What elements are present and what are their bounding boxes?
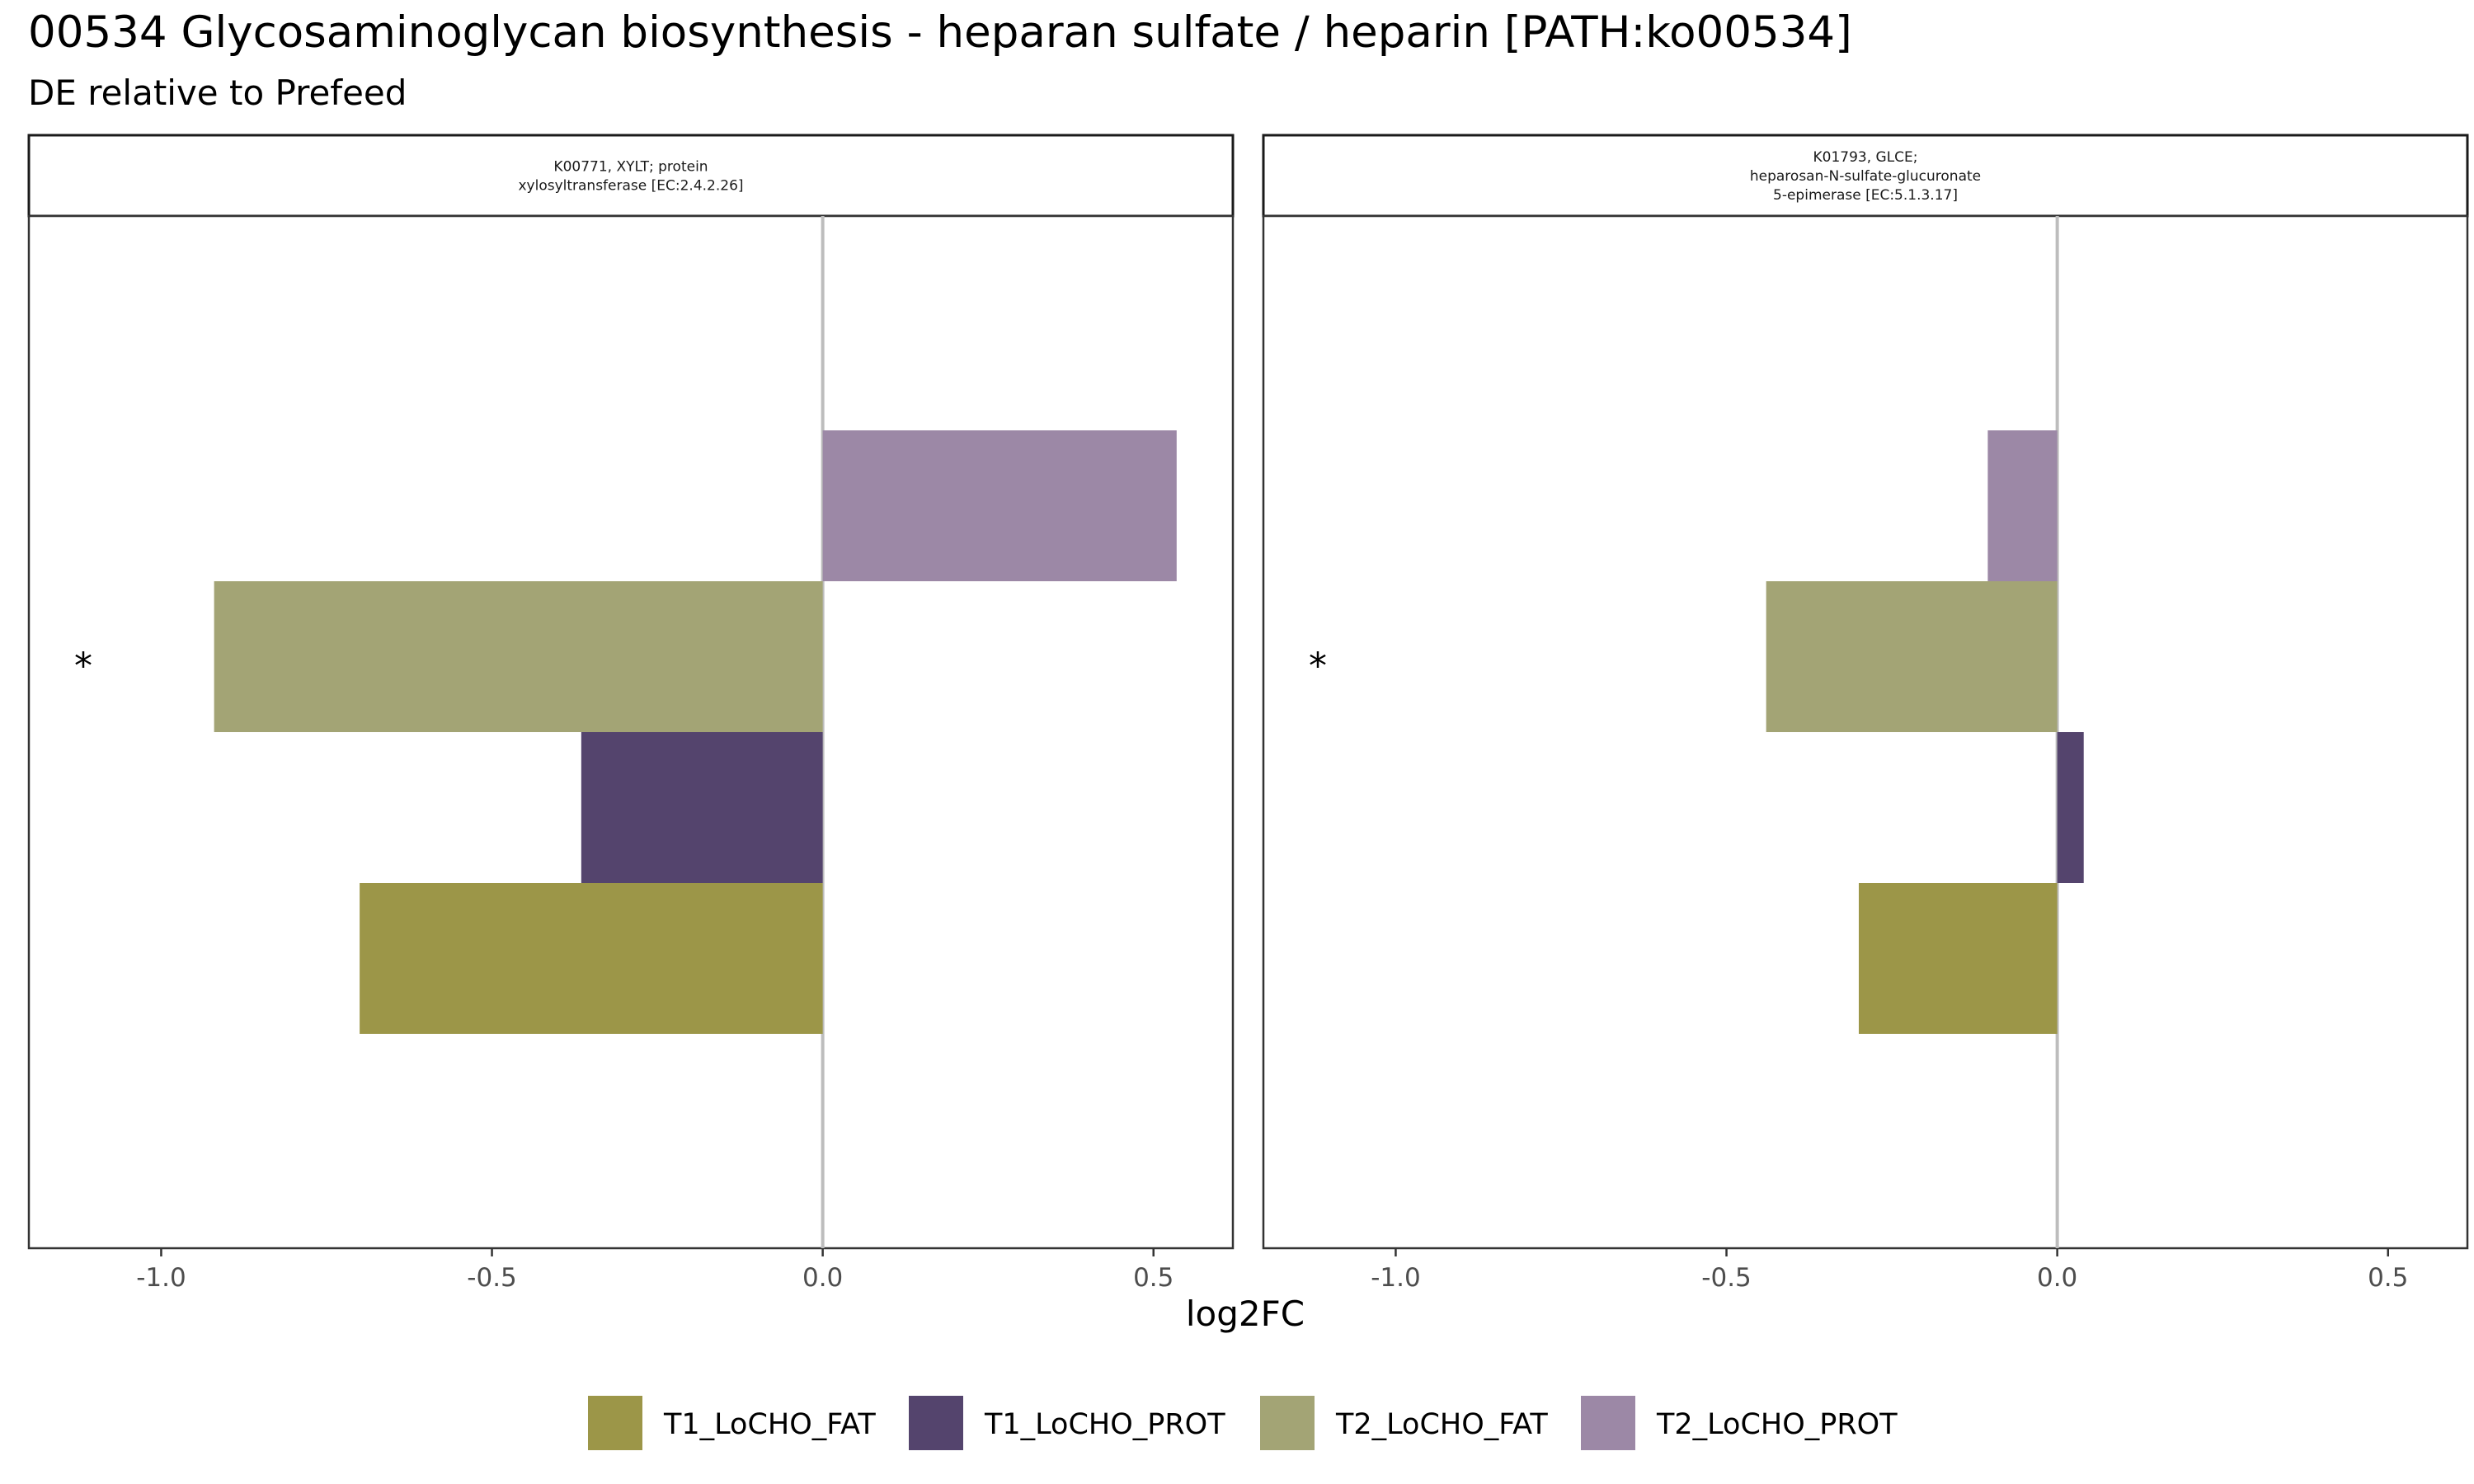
bar-t1-locho-fat bbox=[360, 883, 823, 1034]
legend-swatch bbox=[588, 1396, 642, 1450]
legend: T1_LoCHO_FAT T1_LoCHO_PROT T2_LoCHO_FAT T2_… bbox=[588, 1396, 1898, 1450]
facet-strip-label: K01793, GLCE; bbox=[1813, 149, 1917, 166]
facet-strip-label: xylosyltransferase [EC:2.4.2.26] bbox=[518, 178, 743, 195]
legend-label: T1_LoCHO_PROT bbox=[984, 1408, 1225, 1441]
x-tick-label: -0.5 bbox=[1701, 1263, 1752, 1293]
facet-strip bbox=[27, 134, 1235, 218]
x-axis-title: log2FC bbox=[1186, 1294, 1305, 1334]
legend-swatch bbox=[1260, 1396, 1315, 1450]
bar-t2-locho-fat bbox=[214, 581, 823, 732]
bar-t2-locho-prot bbox=[822, 430, 1177, 581]
significance-marker: * bbox=[74, 646, 92, 688]
legend-swatch bbox=[1581, 1396, 1635, 1450]
legend-item-t2-locho-fat: T2_LoCHO_FAT bbox=[1260, 1396, 1548, 1450]
x-tick-label: -1.0 bbox=[136, 1263, 186, 1293]
x-tick-label: 0.0 bbox=[2037, 1263, 2077, 1293]
significance-marker: * bbox=[1309, 646, 1327, 688]
facet-panel-2: K01793, GLCE; heparosan-N-sulfate-glucuro… bbox=[1262, 134, 2469, 1293]
chart-subtitle: DE relative to Prefeed bbox=[28, 73, 407, 113]
legend-label: T2_LoCHO_FAT bbox=[1335, 1408, 1548, 1441]
legend-item-t1-locho-prot: T1_LoCHO_PROT bbox=[909, 1396, 1225, 1450]
bar-t1-locho-fat bbox=[1858, 883, 2058, 1034]
bar-t2-locho-prot bbox=[1987, 430, 2058, 581]
legend-label: T2_LoCHO_PROT bbox=[1656, 1408, 1898, 1441]
bar-t2-locho-fat bbox=[1766, 581, 2058, 732]
bar-t1-locho-prot bbox=[2057, 732, 2084, 883]
legend-item-t1-locho-fat: T1_LoCHO_FAT bbox=[588, 1396, 876, 1450]
facet-panel-1: K00771, XYLT; protein xylosyltransferase … bbox=[27, 134, 1235, 1293]
x-tick-label: 0.5 bbox=[1133, 1263, 1174, 1293]
facet-strip-label: 5-epimerase [EC:5.1.3.17] bbox=[1773, 187, 1958, 204]
chart-title: 00534 Glycosaminoglycan biosynthesis - h… bbox=[28, 7, 1852, 58]
bar-t1-locho-prot bbox=[581, 732, 823, 883]
x-tick-label: 0.0 bbox=[802, 1263, 843, 1293]
legend-label: T1_LoCHO_FAT bbox=[663, 1408, 876, 1441]
facet-panels: K00771, XYLT; protein xylosyltransferase … bbox=[27, 134, 2469, 1293]
facet-strip-label: heparosan-N-sulfate-glucuronate bbox=[1750, 168, 1981, 185]
legend-swatch bbox=[909, 1396, 963, 1450]
legend-item-t2-locho-prot: T2_LoCHO_PROT bbox=[1581, 1396, 1898, 1450]
x-tick-label: -0.5 bbox=[467, 1263, 517, 1293]
x-tick-label: -1.0 bbox=[1371, 1263, 1421, 1293]
facet-strip-label: K00771, XYLT; protein bbox=[553, 159, 708, 176]
x-tick-label: 0.5 bbox=[2368, 1263, 2408, 1293]
